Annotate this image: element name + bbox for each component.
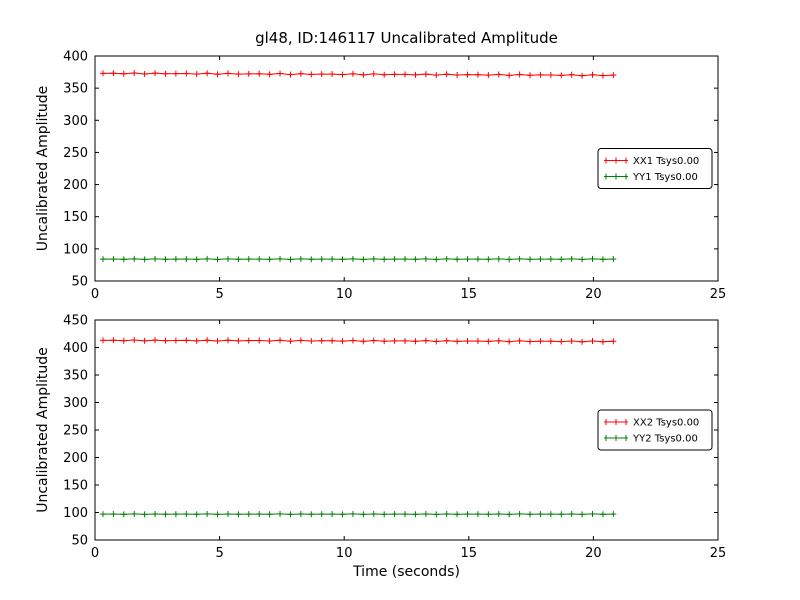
y-tick-label: 300 (63, 114, 88, 129)
y-tick-label: 350 (63, 369, 88, 384)
x-tick-label: 0 (91, 287, 99, 302)
axes-frame (94, 55, 719, 282)
x-tick-label: 15 (461, 287, 478, 302)
y-tick-label: 350 (63, 82, 88, 97)
x-axis-label: Time (seconds) (352, 564, 460, 580)
y-tick-label: 300 (63, 396, 88, 411)
y-tick-label: 450 (63, 314, 88, 329)
x-tick-label: 5 (215, 546, 223, 561)
y-tick-label: 50 (71, 534, 88, 549)
subplot: 0 5 10 15 20 25 50 100 150 200 250 300 350 400 Uncalib… (35, 50, 726, 303)
y-tick-label: 200 (63, 451, 88, 466)
legend-label: XX2 Tsys0.00 (633, 418, 699, 429)
y-axis-label: Uncalibrated Amplitude (35, 86, 51, 252)
series-line (102, 72, 614, 77)
x-tick-label: 25 (710, 546, 727, 561)
legend-label: XX1 Tsys0.00 (633, 156, 699, 167)
x-tick-label: 20 (585, 287, 602, 302)
legend-label: YY1 Tsys0.00 (632, 172, 698, 183)
x-tick-label: 0 (91, 546, 99, 561)
y-tick-label: 50 (71, 275, 88, 290)
y-tick-label: 150 (63, 210, 88, 225)
series-line (102, 339, 614, 343)
x-tick-label: 25 (710, 287, 727, 302)
y-tick-label: 250 (63, 146, 88, 161)
y-tick-label: 400 (63, 341, 88, 356)
series-line (102, 258, 614, 260)
figure-title: gl48, ID:146117 Uncalibrated Amplitude (255, 29, 558, 47)
y-tick-label: 200 (63, 178, 88, 193)
x-tick-label: 20 (585, 546, 602, 561)
y-tick-label: 100 (63, 506, 88, 521)
x-tick-label: 5 (215, 287, 223, 302)
y-tick-label: 400 (63, 50, 88, 65)
x-tick-label: 10 (336, 546, 353, 561)
y-tick-label: 100 (63, 242, 88, 257)
series-line (103, 513, 614, 515)
y-tick-label: 250 (63, 424, 88, 439)
x-tick-label: 10 (336, 287, 353, 302)
y-axis-label: Uncalibrated Amplitude (35, 347, 51, 513)
y-tick-label: 150 (63, 479, 88, 494)
legend-label: YY2 Tsys0.00 (632, 434, 698, 445)
subplot: 0 5 10 15 20 25 50 100 150 200 250 300 350 400 450 Unca… (35, 314, 726, 581)
x-tick-label: 15 (461, 546, 478, 561)
